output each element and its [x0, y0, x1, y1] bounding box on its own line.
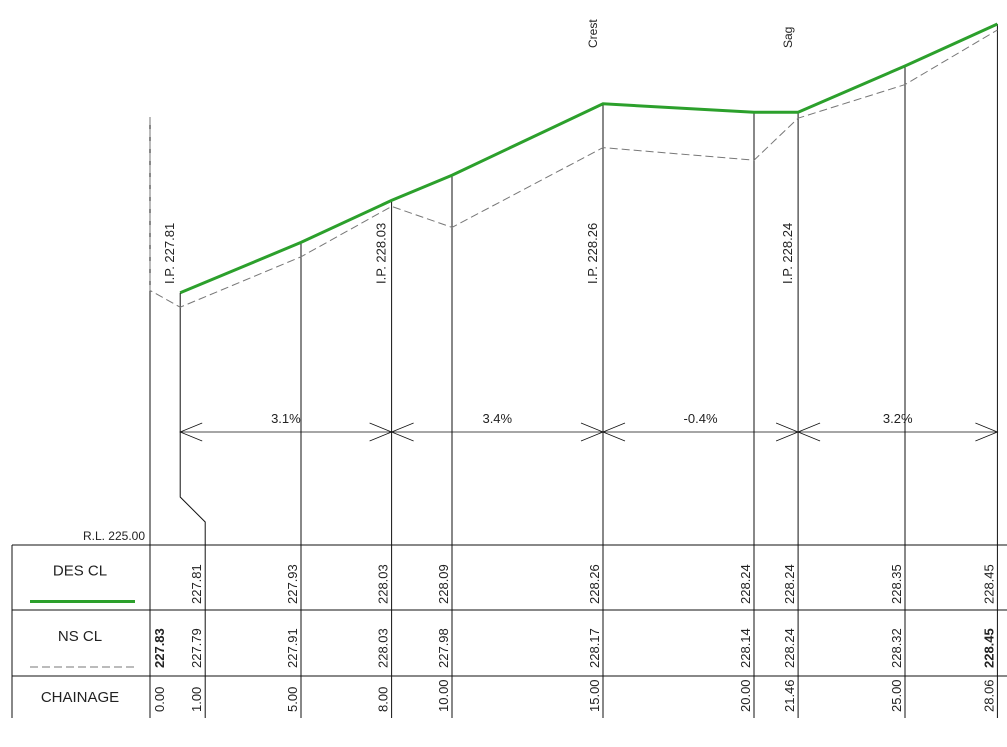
- ns-cell: 228.14: [738, 628, 753, 668]
- data-table: DES CL NS CL CHAINAGE 227.81 227.93 228.03 228…: [11, 544, 1007, 718]
- grade-arrow: [390, 422, 414, 442]
- chainage-cell: 15.00: [587, 679, 602, 712]
- des-cell: 227.93: [285, 564, 300, 604]
- des-cell: 228.45: [981, 564, 996, 604]
- grid-line: [179, 292, 206, 718]
- profile-grid: [149, 24, 998, 718]
- curve-label: Sag: [781, 27, 795, 48]
- grade-arrow: [179, 422, 203, 442]
- ns-cell: 228.17: [587, 628, 602, 668]
- ns-cell: 227.83: [152, 628, 167, 668]
- curve-label: Crest: [586, 19, 600, 48]
- row-header: NS CL: [58, 628, 102, 645]
- chainage-cell: 28.06: [981, 679, 996, 712]
- design-line-layer: [179, 22, 999, 295]
- ip-label: I.P. 227.81: [162, 223, 177, 284]
- design-line: [179, 22, 999, 295]
- ip-label: I.P. 228.03: [374, 223, 389, 284]
- chainage-cell: 20.00: [738, 679, 753, 712]
- ip-label: I.P. 228.24: [780, 223, 795, 284]
- chainage-cell: 10.00: [436, 679, 451, 712]
- chainage-cell: 0.00: [152, 687, 167, 712]
- des-cell: 228.26: [587, 564, 602, 604]
- ns-cell: 227.98: [436, 628, 451, 668]
- grade-arrow: [601, 422, 626, 442]
- chainage-cell: 8.00: [376, 687, 391, 712]
- grade-label: 3.4%: [482, 411, 512, 426]
- ip-label: I.P. 228.26: [585, 223, 600, 284]
- ns-cell: 228.45: [981, 628, 996, 668]
- ns-cell: 228.32: [889, 628, 904, 668]
- datum-label: R.L. 225.00: [83, 529, 145, 543]
- natural-surface-line: [149, 29, 998, 308]
- grade-label: -0.4%: [684, 411, 718, 426]
- grade-label: 3.1%: [271, 411, 301, 426]
- ns-cell: 228.24: [782, 628, 797, 668]
- chainage-cell: 21.46: [782, 679, 797, 712]
- grade-arrow: [975, 422, 999, 442]
- annotation-layer: I.P. 227.81 I.P. 228.03 I.P. 228.26 I.P. 22…: [83, 19, 999, 543]
- des-cell: 227.81: [189, 564, 204, 604]
- grade-label: 3.2%: [883, 411, 913, 426]
- chainage-cell: 1.00: [189, 687, 204, 712]
- des-cell: 228.03: [376, 564, 391, 604]
- des-cell: 228.24: [782, 564, 797, 604]
- ns-cell: 227.91: [285, 628, 300, 668]
- grade-arrow: [797, 422, 821, 442]
- des-cell: 228.24: [738, 564, 753, 604]
- des-cell: 228.35: [889, 564, 904, 604]
- natural-surface-layer: [149, 29, 998, 308]
- row-header: CHAINAGE: [41, 689, 119, 706]
- chainage-cell: 25.00: [889, 679, 904, 712]
- row-header: DES CL: [53, 563, 107, 580]
- des-cell: 228.09: [436, 564, 451, 604]
- ns-cell: 227.79: [189, 628, 204, 668]
- chainage-cell: 5.00: [285, 687, 300, 712]
- ns-cell: 228.03: [376, 628, 391, 668]
